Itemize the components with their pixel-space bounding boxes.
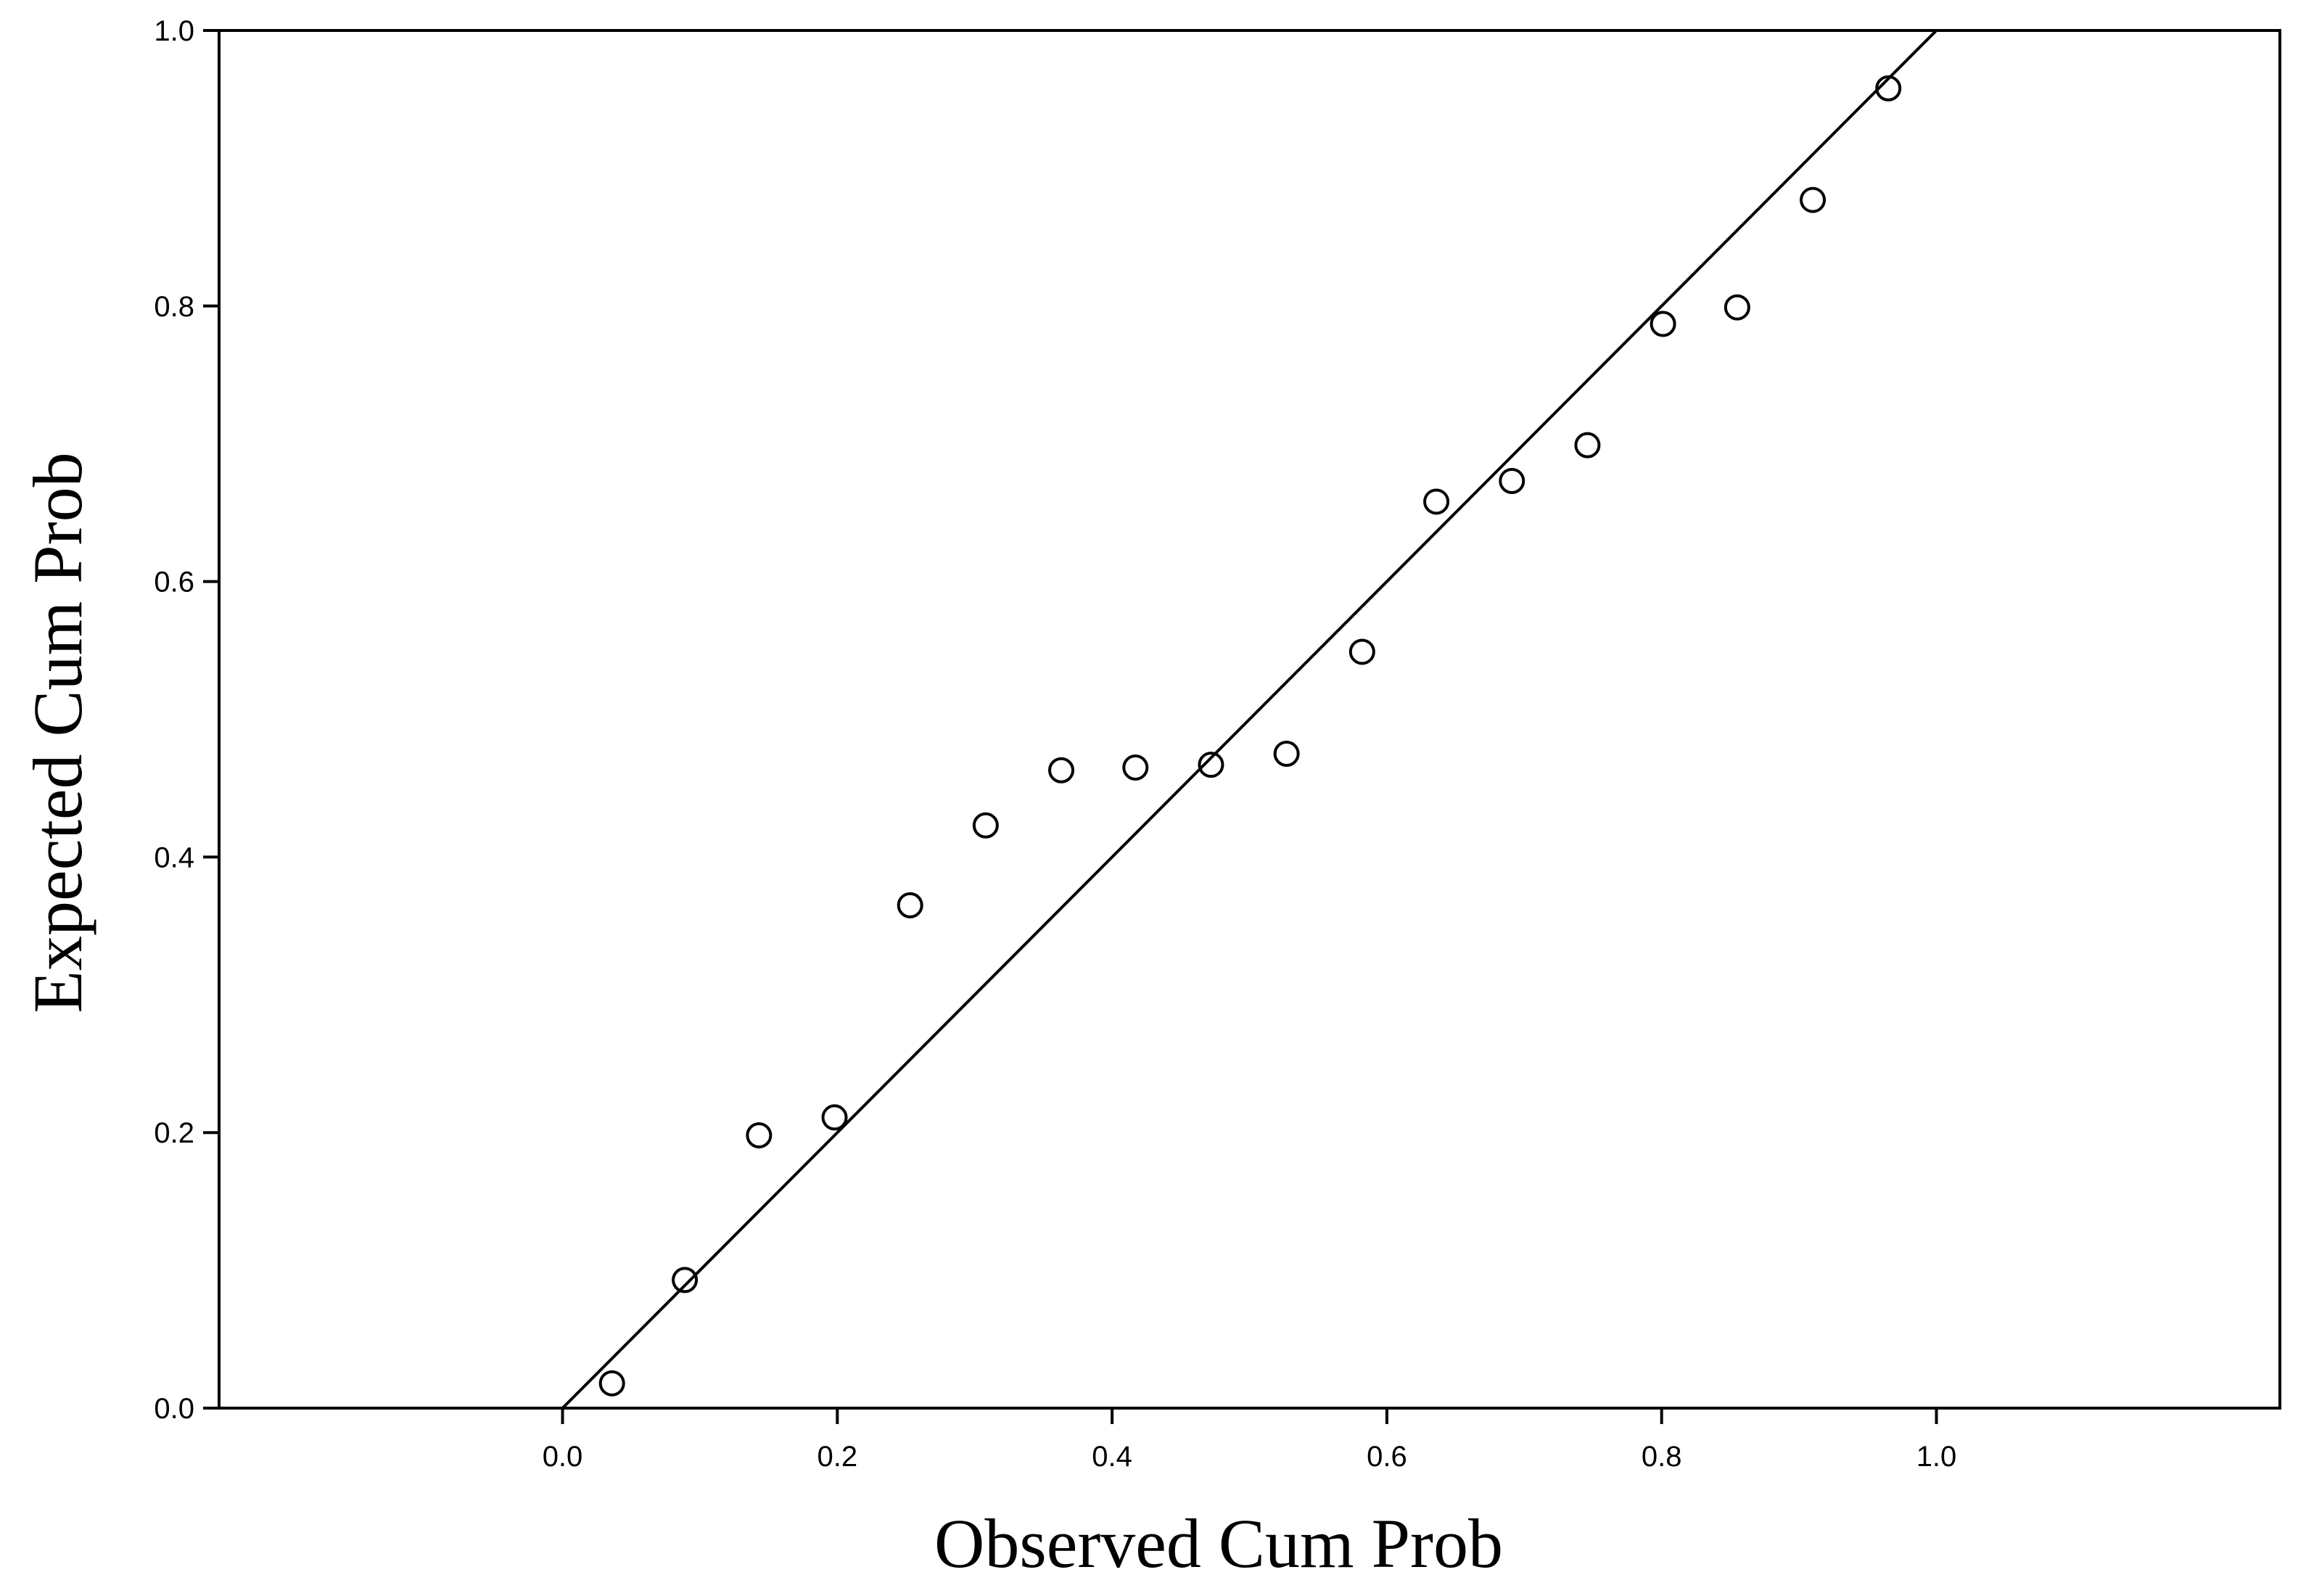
y-tick-label: 0.6 <box>154 567 194 598</box>
data-point <box>1499 467 1525 494</box>
y-tick-label: 0.4 <box>154 842 194 873</box>
data-point <box>672 1267 699 1293</box>
data-point <box>1048 757 1075 783</box>
data-point <box>1650 310 1676 337</box>
data-point <box>821 1104 848 1131</box>
data-point <box>746 1122 773 1148</box>
data-point <box>1198 752 1224 778</box>
x-tick-label: 1.0 <box>1916 1441 1957 1473</box>
data-point <box>1122 754 1149 781</box>
x-tick-label: 0.2 <box>817 1441 857 1473</box>
x-tick-label: 0.0 <box>543 1441 583 1473</box>
y-axis-label: Expected Cum Prob <box>19 452 96 1013</box>
x-tick-label: 0.6 <box>1367 1441 1407 1473</box>
data-point <box>598 1370 625 1396</box>
y-tick-label: 0.2 <box>154 1117 194 1149</box>
y-tick-label: 0.0 <box>154 1393 194 1425</box>
x-tick-label: 0.8 <box>1642 1441 1682 1473</box>
y-tick-label: 1.0 <box>154 15 194 47</box>
data-point <box>1423 488 1450 515</box>
x-axis-label: Observed Cum Prob <box>934 1505 1503 1582</box>
data-point <box>1273 740 1300 767</box>
data-point <box>1348 638 1375 665</box>
data-point <box>897 892 923 918</box>
x-axis-ticks: 0.0 0.2 0.4 0.6 0.8 1.0 <box>543 1408 1957 1473</box>
data-point <box>1724 294 1750 321</box>
data-point <box>1800 186 1827 213</box>
data-point <box>1875 75 1902 102</box>
reference-line <box>561 29 1938 1410</box>
y-tick-label: 0.8 <box>154 291 194 323</box>
data-points <box>598 75 1902 1396</box>
y-axis-ticks: 0.0 0.2 0.4 0.6 0.8 1.0 <box>154 15 219 1425</box>
plot-frame <box>218 29 2281 1410</box>
x-tick-label: 0.4 <box>1092 1441 1132 1473</box>
data-point <box>972 812 999 839</box>
data-point <box>1574 432 1601 458</box>
